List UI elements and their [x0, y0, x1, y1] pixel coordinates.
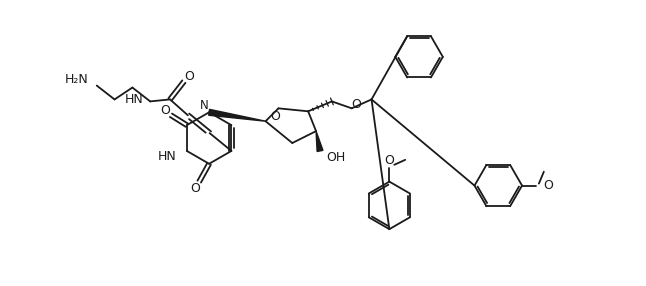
Text: O: O [191, 182, 200, 195]
Text: O: O [384, 154, 394, 167]
Text: HN: HN [158, 150, 177, 163]
Polygon shape [209, 109, 266, 121]
Text: O: O [160, 104, 170, 117]
Text: O: O [184, 70, 194, 83]
Text: O: O [543, 179, 553, 192]
Text: O: O [271, 110, 280, 123]
Text: OH: OH [326, 151, 345, 164]
Text: O: O [351, 98, 362, 111]
Text: H₂N: H₂N [65, 73, 89, 86]
Text: N: N [200, 99, 209, 112]
Polygon shape [316, 131, 323, 152]
Text: HN: HN [125, 93, 143, 106]
